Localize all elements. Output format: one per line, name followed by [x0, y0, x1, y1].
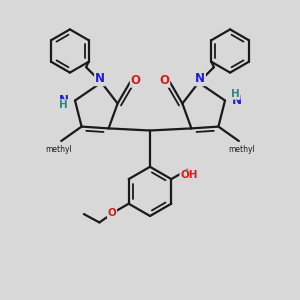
Text: methyl: methyl — [228, 145, 255, 154]
Text: H: H — [231, 89, 240, 99]
Text: N: N — [232, 94, 242, 107]
Text: N: N — [95, 72, 105, 86]
Text: O: O — [159, 74, 170, 87]
Text: OH: OH — [180, 170, 198, 180]
Text: O: O — [130, 74, 141, 87]
Text: H: H — [58, 100, 68, 110]
Text: O: O — [108, 208, 116, 218]
Text: methyl: methyl — [45, 145, 72, 154]
Text: N: N — [195, 72, 205, 86]
Text: N: N — [58, 94, 68, 107]
